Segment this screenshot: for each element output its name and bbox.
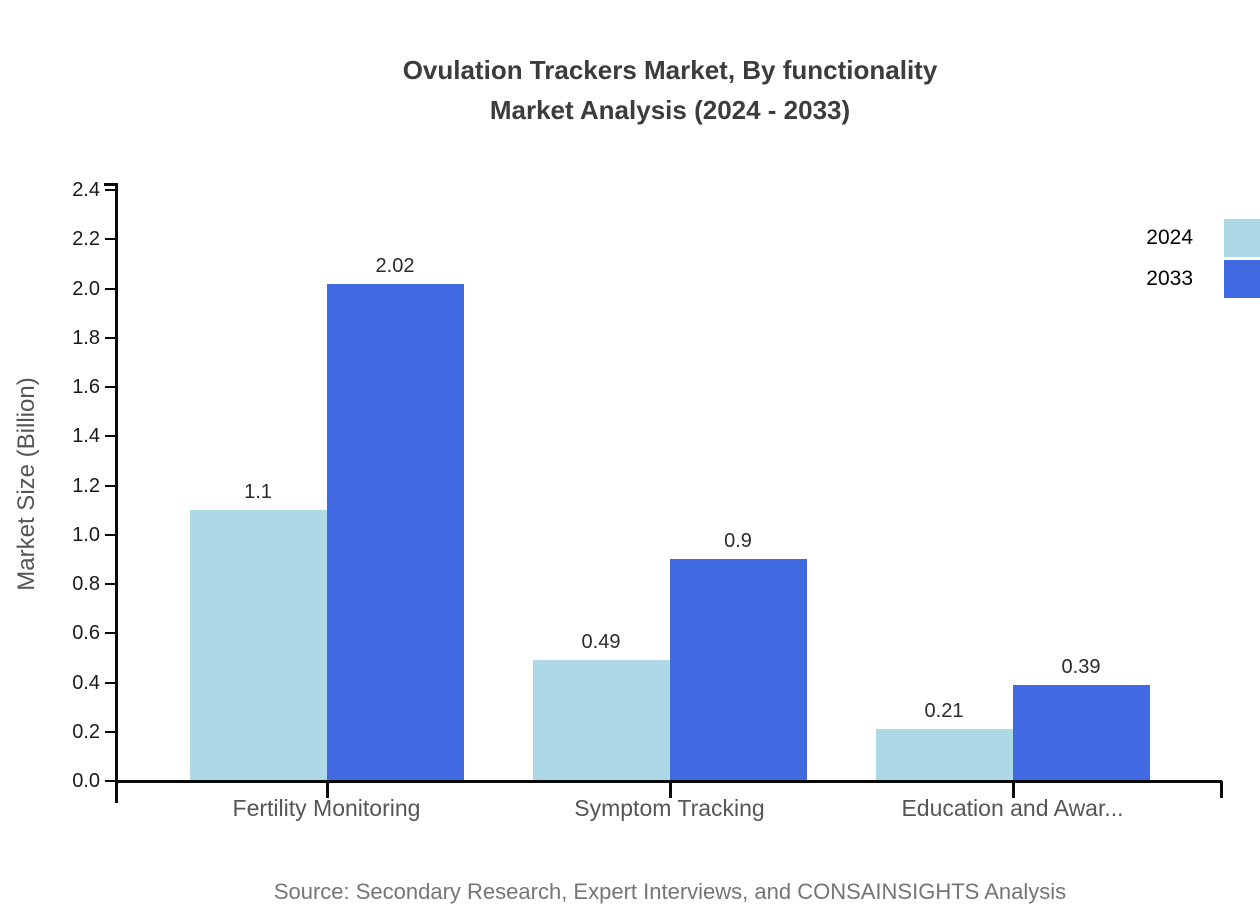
bar-2024-education-and-awar[interactable] <box>875 729 1013 781</box>
y-tick <box>105 681 118 684</box>
legend-swatch-2024 <box>1224 219 1260 257</box>
legend-item-2033[interactable]: 2033 <box>1146 260 1260 298</box>
category-label-fertility-monitoring: Fertility Monitoring <box>232 795 421 821</box>
y-tick <box>105 435 118 438</box>
bar-2033-fertility-monitoring[interactable] <box>326 283 464 781</box>
x-tick <box>1011 781 1015 798</box>
legend-label-2033: 2033 <box>1146 267 1193 290</box>
y-tick <box>105 533 118 536</box>
chart-title-line1: Ovulation Trackers Market, By functional… <box>402 55 938 85</box>
bar-value-label: 0.49 <box>581 631 621 654</box>
y-tick-label: 0.8 <box>72 573 100 595</box>
y-tick-label: 1.8 <box>72 326 100 349</box>
y-tick <box>105 632 118 635</box>
legend-item-2024[interactable]: 2024 <box>1146 219 1260 257</box>
y-tick <box>105 730 118 733</box>
category-label-education-and-awar: Education and Awar... <box>901 795 1124 821</box>
bar-2024-symptom-tracking[interactable] <box>532 660 670 781</box>
y-tick-label: 2.0 <box>72 277 100 300</box>
x-tick <box>668 781 672 798</box>
y-tick-label: 2.4 <box>72 179 100 201</box>
y-tick <box>105 238 118 241</box>
bar-2024-fertility-monitoring[interactable] <box>189 510 327 781</box>
bar-value-label: 0.39 <box>1061 655 1101 678</box>
chart-title: Ovulation Trackers Market, By functional… <box>118 50 1222 130</box>
legend-label-2024: 2024 <box>1146 226 1193 249</box>
y-tick-label: 1.2 <box>72 474 100 497</box>
y-axis-end-cap <box>104 183 118 186</box>
y-axis-line <box>115 183 118 803</box>
y-tick <box>105 386 118 388</box>
bar-value-label: 0.9 <box>724 530 752 553</box>
y-tick-label: 0.2 <box>72 720 100 743</box>
y-tick <box>105 189 118 191</box>
y-tick <box>105 336 118 339</box>
chart-title-line2: Market Analysis (2024 - 2033) <box>489 95 851 125</box>
x-axis-end-tick <box>1220 781 1223 798</box>
y-tick-label: 1.4 <box>72 425 100 448</box>
y-tick-label: 0.6 <box>72 622 100 645</box>
y-tick-label: 2.2 <box>72 228 100 251</box>
category-label-symptom-tracking: Symptom Tracking <box>574 795 765 821</box>
y-tick <box>105 583 118 585</box>
bar-value-label: 2.02 <box>375 254 415 277</box>
x-tick <box>325 781 329 798</box>
y-tick-label: 0.4 <box>72 671 100 694</box>
source-note: Source: Secondary Research, Expert Inter… <box>273 879 1067 904</box>
legend-swatch-2033 <box>1224 260 1260 298</box>
y-tick-label: 1.0 <box>72 523 100 546</box>
bar-2033-education-and-awar[interactable] <box>1012 684 1150 781</box>
y-tick-label: 0.0 <box>72 770 100 792</box>
bar-value-label: 0.21 <box>924 700 964 723</box>
y-tick <box>105 484 118 487</box>
y-tick <box>105 287 118 290</box>
bar-2033-symptom-tracking[interactable] <box>669 559 807 781</box>
legend: 2024 2033 <box>1146 219 1260 298</box>
y-tick-label: 1.6 <box>72 376 100 398</box>
y-tick <box>105 780 118 782</box>
bar-value-label: 1.1 <box>244 481 272 504</box>
